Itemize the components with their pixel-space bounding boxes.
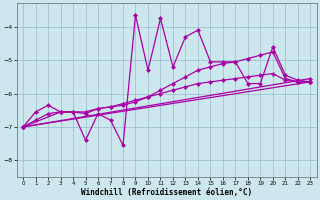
X-axis label: Windchill (Refroidissement éolien,°C): Windchill (Refroidissement éolien,°C) [81,188,252,197]
